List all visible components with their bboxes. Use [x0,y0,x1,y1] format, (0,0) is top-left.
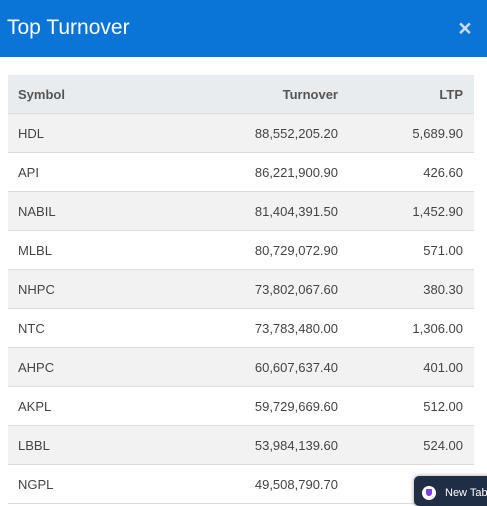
cell-symbol: MLBL [8,230,153,270]
cell-ltp: 1,452.90 [346,191,474,231]
cell-turnover: 53,984,139.60 [153,425,346,465]
table-body: HDL 88,552,205.20 5,689.90 API 86,221,900.90… [8,113,474,504]
table-row[interactable]: MLBL 80,729,072.90 571.00 [8,230,474,270]
new-tab-label: New Tab [445,487,487,499]
cell-turnover: 80,729,072.90 [153,230,346,270]
cell-turnover: 88,552,205.20 [153,113,346,153]
cell-symbol: API [8,152,153,192]
cell-ltp: 380.30 [346,269,474,309]
cell-symbol: LBBL [8,425,153,465]
cell-turnover: 73,802,067.60 [153,269,346,309]
column-header-symbol[interactable]: Symbol [8,75,153,114]
table-row[interactable]: AHPC 60,607,637.40 401.00 [8,347,474,387]
cell-ltp: 5,689.90 [346,113,474,153]
new-tab-badge[interactable]: New Tab [414,476,487,506]
cell-ltp: 512.00 [346,386,474,426]
cell-turnover: 73,783,480.00 [153,308,346,348]
table-row[interactable]: LBBL 53,984,139.60 524.00 [8,425,474,465]
cell-symbol: NTC [8,308,153,348]
cell-ltp: 524.00 [346,425,474,465]
table-row[interactable]: API 86,221,900.90 426.60 [8,152,474,192]
close-icon[interactable]: × [458,15,472,41]
modal-header: Top Turnover × [0,0,487,57]
cell-turnover: 86,221,900.90 [153,152,346,192]
column-header-turnover[interactable]: Turnover [153,75,346,114]
table-header-row: Symbol Turnover LTP [8,75,474,114]
cell-ltp: 571.00 [346,230,474,270]
cell-symbol: NABIL [8,191,153,231]
cell-symbol: AHPC [8,347,153,387]
table-row[interactable]: HDL 88,552,205.20 5,689.90 [8,113,474,153]
cell-symbol: NGPL [8,464,153,504]
cell-turnover: 81,404,391.50 [153,191,346,231]
extension-shield-icon [422,486,436,500]
table-row[interactable]: NTC 73,783,480.00 1,306.00 [8,308,474,348]
table-row[interactable]: AKPL 59,729,669.60 512.00 [8,386,474,426]
cell-turnover: 49,508,790.70 [153,464,346,504]
cell-ltp: 401.00 [346,347,474,387]
column-header-ltp[interactable]: LTP [346,75,474,114]
cell-symbol: AKPL [8,386,153,426]
table-row[interactable]: NHPC 73,802,067.60 380.30 [8,269,474,309]
cell-turnover: 60,607,637.40 [153,347,346,387]
modal-body: Symbol Turnover LTP HDL 88,552,205.20 5,68… [0,57,487,504]
modal-title: Top Turnover [7,16,130,39]
cell-ltp: 426.60 [346,152,474,192]
cell-symbol: HDL [8,113,153,153]
cell-ltp: 1,306.00 [346,308,474,348]
cell-turnover: 59,729,669.60 [153,386,346,426]
table-row[interactable]: NGPL 49,508,790.70 [8,464,474,504]
cell-symbol: NHPC [8,269,153,309]
top-turnover-table: Symbol Turnover LTP HDL 88,552,205.20 5,68… [8,75,474,504]
table-row[interactable]: NABIL 81,404,391.50 1,452.90 [8,191,474,231]
